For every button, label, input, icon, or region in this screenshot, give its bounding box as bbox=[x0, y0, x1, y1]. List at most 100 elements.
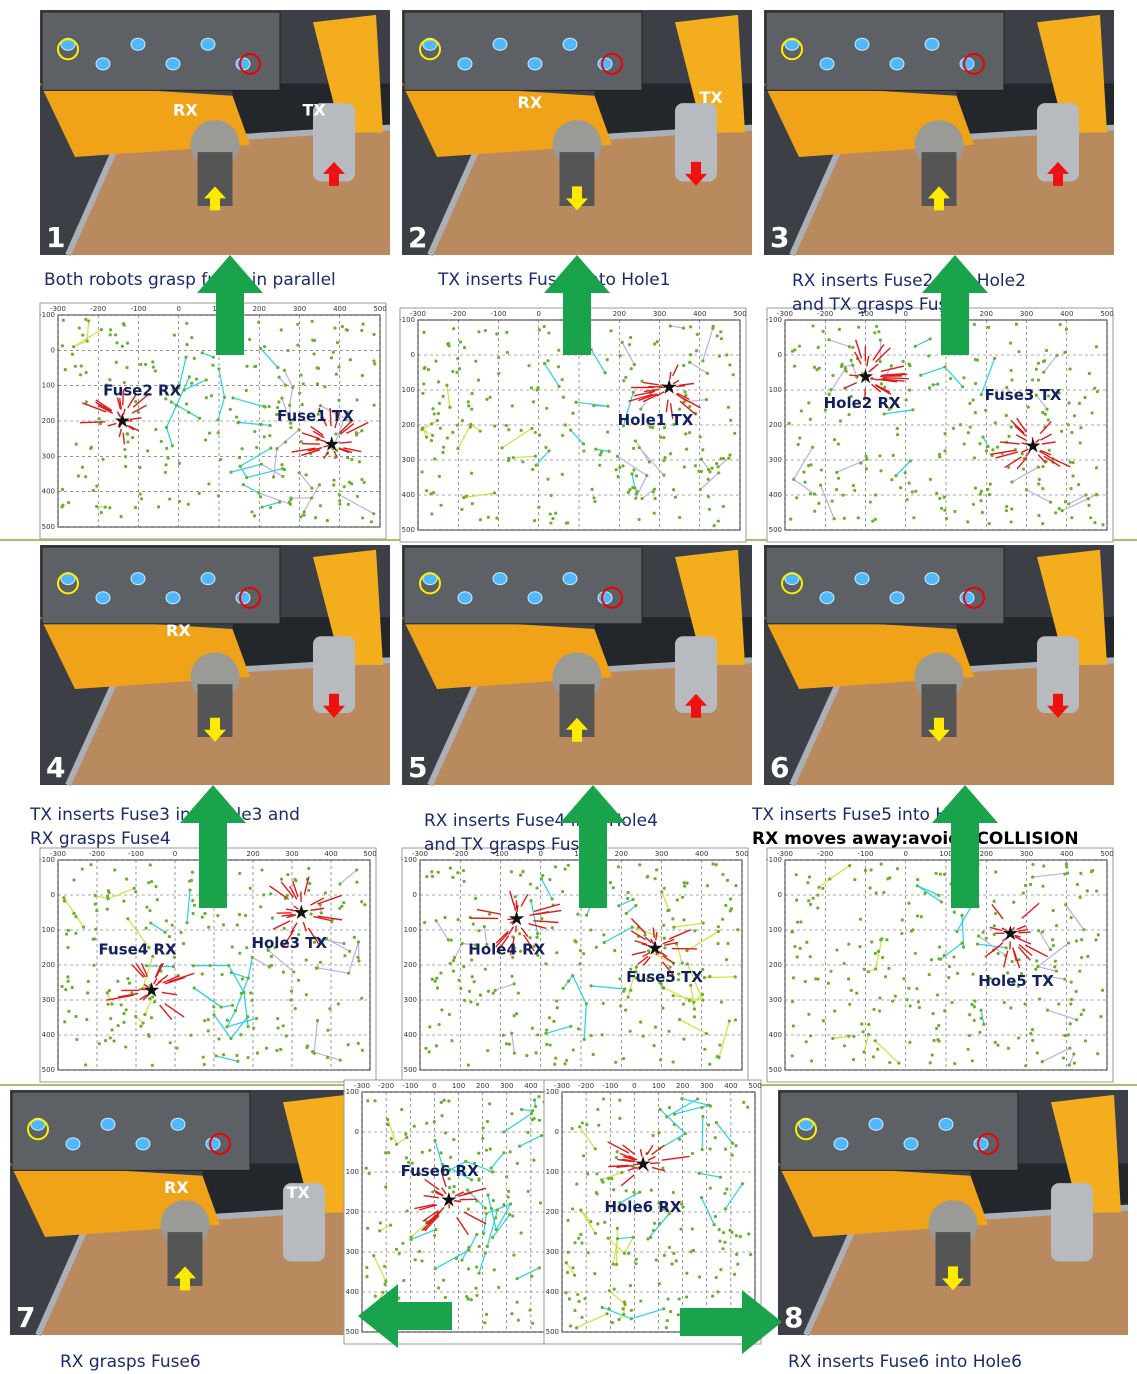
roadmap-node bbox=[1093, 521, 1097, 525]
roadmap-node bbox=[292, 970, 296, 974]
roadmap-node bbox=[85, 339, 89, 343]
roadmap-node bbox=[169, 400, 173, 404]
roadmap-node bbox=[163, 470, 168, 475]
roadmap-node bbox=[816, 345, 820, 350]
roadmap-node bbox=[832, 437, 837, 442]
roadmap-node bbox=[864, 467, 869, 471]
roadmap-node bbox=[74, 1014, 78, 1019]
x-tick-label: 300 bbox=[655, 850, 668, 858]
path-edge bbox=[116, 397, 122, 410]
path-edge bbox=[659, 951, 668, 958]
roadmap-node bbox=[507, 1042, 511, 1046]
fuse-detection bbox=[889, 57, 905, 71]
roadmap-node bbox=[328, 1007, 332, 1011]
path-edge bbox=[984, 944, 1001, 958]
path-edge bbox=[628, 1155, 638, 1161]
roadmap-node bbox=[537, 505, 541, 509]
roadmap-node bbox=[842, 1044, 847, 1048]
roadmap-edge bbox=[442, 1164, 472, 1181]
roadmap-node bbox=[443, 916, 447, 920]
roadmap-node bbox=[685, 1271, 689, 1275]
roadmap-node bbox=[515, 1300, 519, 1304]
x-tick-label: -100 bbox=[128, 850, 144, 858]
roadmap-node bbox=[1016, 984, 1021, 988]
panel-number: 8 bbox=[784, 1301, 803, 1334]
path-edge bbox=[1039, 420, 1052, 435]
roadmap-node bbox=[721, 456, 726, 461]
roadmap-node bbox=[832, 517, 836, 521]
roadmap-node bbox=[973, 486, 978, 490]
path-edge bbox=[871, 383, 882, 393]
roadmap-node bbox=[372, 403, 376, 407]
path-edge bbox=[1018, 943, 1033, 957]
y-tick-label: 200 bbox=[769, 421, 782, 429]
roadmap-node bbox=[1006, 971, 1010, 975]
roadmap-node bbox=[478, 429, 482, 433]
roadmap-edge bbox=[875, 938, 883, 970]
roadmap-node bbox=[342, 942, 346, 946]
path-edge bbox=[293, 905, 299, 910]
roadmap-node bbox=[673, 1112, 677, 1116]
roadmap-node bbox=[971, 972, 975, 976]
roadmap-node bbox=[610, 1321, 614, 1325]
roadmap-node bbox=[125, 877, 129, 881]
roadmap-node bbox=[319, 911, 323, 915]
roadmap-node bbox=[882, 412, 886, 416]
roadmap-node bbox=[708, 1062, 712, 1066]
x-tick-label: -300 bbox=[554, 1082, 570, 1090]
roadmap-node bbox=[682, 918, 686, 922]
roadmap-node bbox=[1071, 460, 1075, 465]
roadmap-node bbox=[580, 1121, 584, 1125]
roadmap-edge bbox=[226, 1010, 236, 1028]
path-edge bbox=[1016, 457, 1028, 470]
roadmap-edge bbox=[648, 950, 674, 964]
roadmap-node bbox=[75, 1037, 79, 1042]
roadmap-node bbox=[733, 1272, 737, 1276]
roadmap-node bbox=[512, 946, 516, 950]
roadmap-node bbox=[702, 975, 707, 980]
roadmap-node bbox=[537, 1095, 541, 1099]
roadmap-node bbox=[851, 363, 855, 367]
gripper-right bbox=[1037, 103, 1079, 182]
roadmap-node bbox=[927, 972, 931, 977]
roadmap-node bbox=[338, 499, 342, 503]
roadmap-node bbox=[245, 946, 249, 950]
roadmap-node bbox=[561, 890, 565, 894]
roadmap-node bbox=[841, 493, 845, 497]
roadmap-node bbox=[908, 459, 912, 463]
roadmap-node bbox=[671, 1060, 675, 1064]
roadmap-node bbox=[546, 359, 550, 363]
roadmap-node bbox=[705, 884, 710, 888]
path-edge bbox=[661, 1155, 690, 1161]
roadmap-edge bbox=[580, 1209, 596, 1234]
roadmap-node bbox=[235, 923, 239, 927]
roadmap-node bbox=[699, 469, 703, 474]
roadmap-node bbox=[360, 477, 364, 482]
roadmap-edge bbox=[980, 1009, 985, 1025]
roadmap-node bbox=[273, 946, 277, 950]
roadmap-node bbox=[873, 517, 877, 521]
path-edge bbox=[652, 927, 656, 938]
roadmap-node bbox=[600, 1305, 604, 1310]
path-edge bbox=[651, 1144, 665, 1156]
roadmap-node bbox=[1061, 1056, 1066, 1060]
roadmap-node bbox=[975, 358, 979, 362]
roadmap-node bbox=[505, 1175, 509, 1179]
roadmap-edge bbox=[276, 429, 300, 450]
roadmap-node bbox=[937, 945, 942, 949]
roadmap-node bbox=[337, 398, 341, 402]
roadmap-node bbox=[1094, 493, 1098, 497]
roadmap-node bbox=[407, 1160, 411, 1164]
robot-label: TX bbox=[700, 88, 724, 107]
path-edge bbox=[280, 881, 294, 898]
roadmap-node bbox=[475, 1002, 480, 1007]
x-tick-label: 500 bbox=[748, 1082, 761, 1090]
roadmap-node bbox=[606, 404, 610, 408]
roadmap-node bbox=[84, 1063, 88, 1067]
roadmap-node bbox=[357, 959, 361, 963]
roadmap-node bbox=[589, 984, 593, 988]
roadmap-node bbox=[200, 915, 204, 919]
roadmap-node bbox=[84, 400, 89, 404]
roadmap-node bbox=[171, 387, 175, 391]
roadmap-node bbox=[486, 515, 490, 519]
